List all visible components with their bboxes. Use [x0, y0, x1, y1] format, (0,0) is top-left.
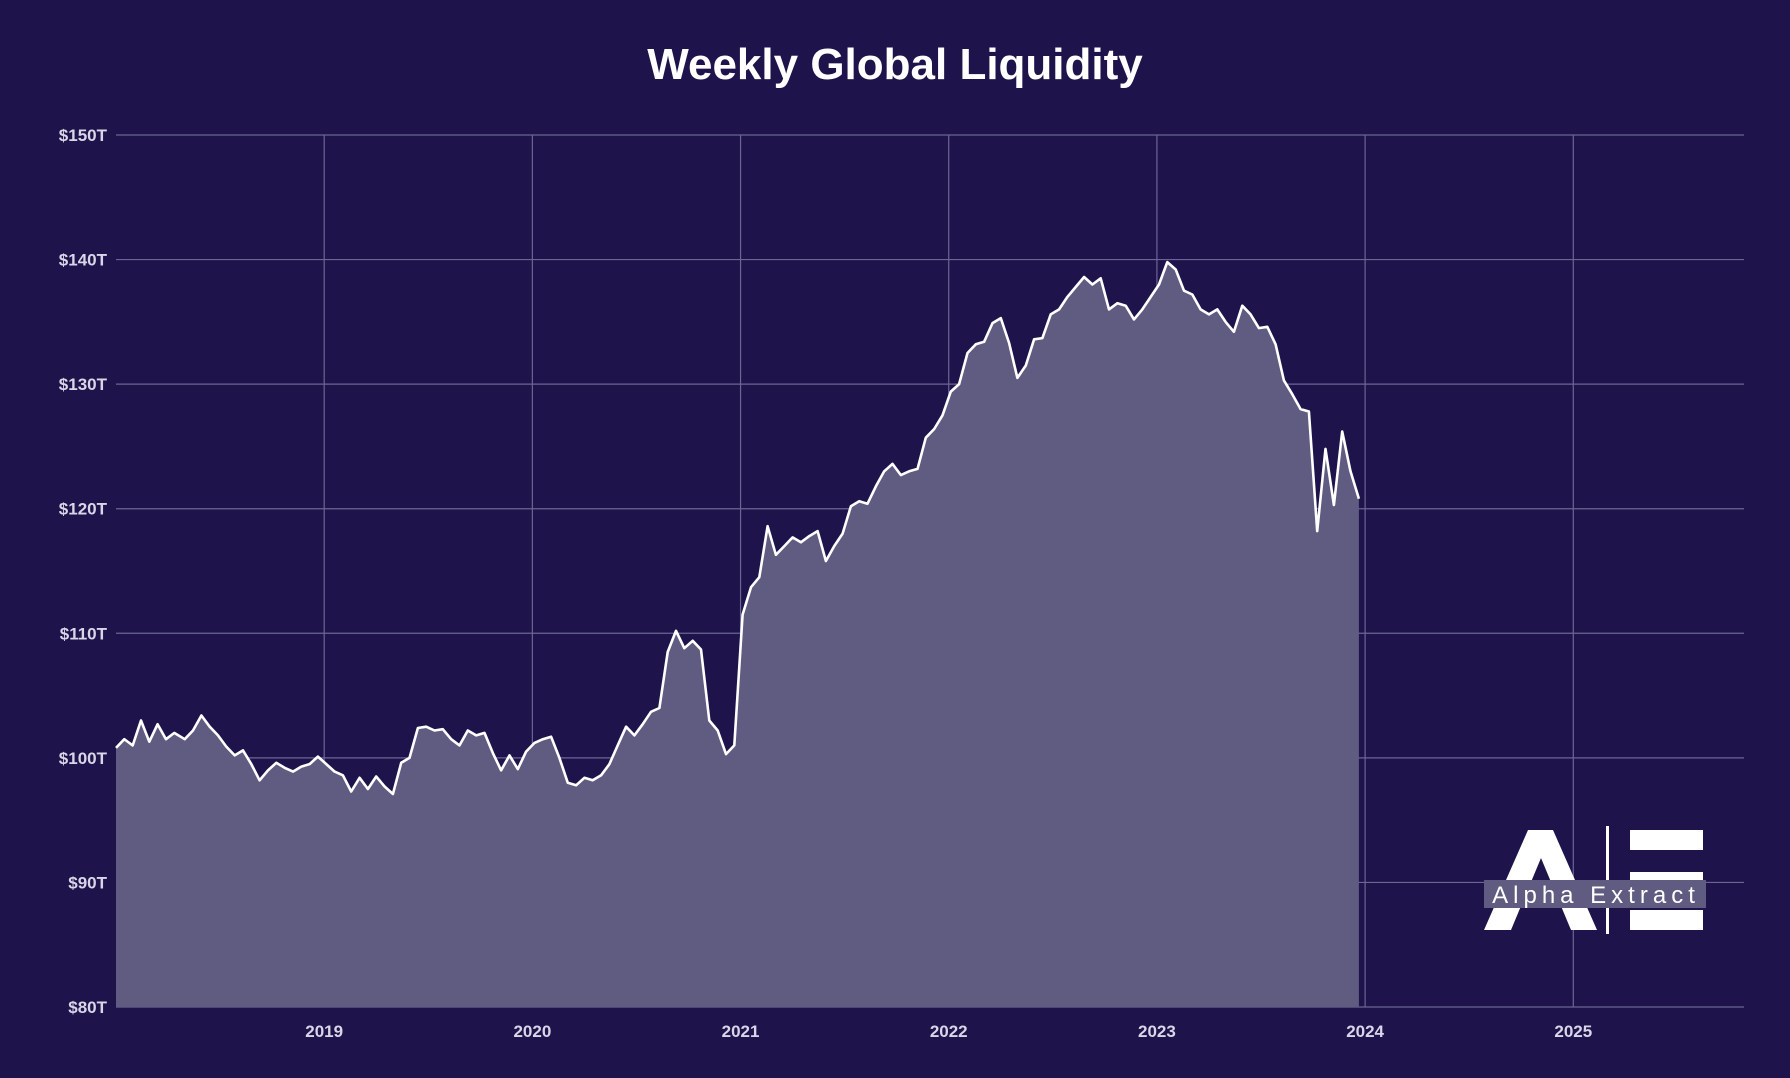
y-tick-label: $110T	[60, 624, 108, 643]
logo-e-top	[1630, 830, 1703, 850]
logo-text-band	[1484, 880, 1706, 908]
x-tick-label: 2022	[930, 1022, 968, 1041]
x-tick-label: 2021	[722, 1022, 760, 1041]
logo-e-bottom	[1630, 910, 1703, 930]
y-tick-label: $120T	[59, 500, 108, 519]
y-tick-label: $150T	[59, 126, 108, 145]
series-line	[115, 260, 1361, 796]
y-axis-labels: $80T $90T $100T $110T $120T $130T $140T $150T	[59, 126, 108, 1017]
y-tick-label: $90T	[68, 873, 107, 892]
x-tick-label: 2023	[1138, 1022, 1176, 1041]
x-axis-labels: 2019 2020 2021 2022 2023 2024 2025	[305, 1022, 1592, 1041]
y-tick-label: $130T	[59, 375, 108, 394]
alpha-extract-logo: Alpha Extract	[1484, 826, 1706, 934]
y-tick-label: $100T	[59, 749, 108, 768]
series-area	[116, 262, 1359, 1008]
line-layer	[115, 260, 1361, 796]
y-tick-label: $140T	[59, 251, 108, 270]
x-tick-label: 2020	[513, 1022, 551, 1041]
y-tick-label: $80T	[68, 998, 107, 1017]
x-tick-label: 2025	[1554, 1022, 1592, 1041]
x-tick-label: 2024	[1346, 1022, 1384, 1041]
logo-text: Alpha Extract	[1492, 882, 1700, 909]
chart-title: Weekly Global Liquidity	[647, 40, 1143, 89]
x-tick-label: 2019	[305, 1022, 343, 1041]
area-layer	[116, 262, 1359, 1008]
